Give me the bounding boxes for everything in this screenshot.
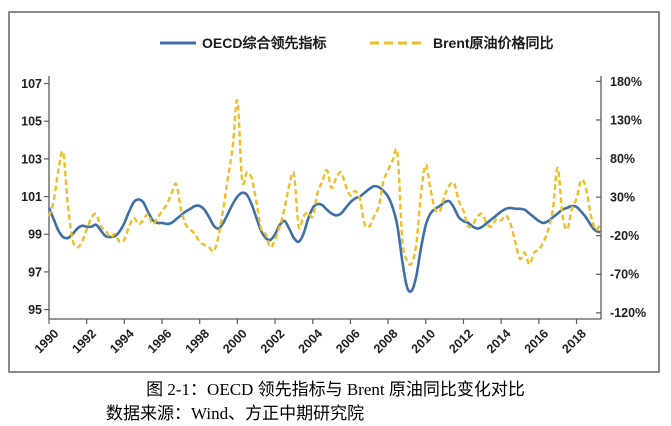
x-tick-label-group: 2004	[296, 326, 326, 356]
right-tick-label: 80%	[610, 152, 635, 166]
x-tick-label: 1992	[70, 326, 100, 356]
x-tick-label: 1994	[107, 326, 137, 356]
x-tick-label: 2004	[296, 326, 326, 356]
x-tick-label: 2000	[220, 326, 250, 356]
left-tick-label: 105	[21, 115, 42, 129]
x-tick-label: 2006	[333, 326, 363, 356]
x-tick-label-group: 2010	[409, 326, 439, 356]
x-tick-label: 2014	[484, 326, 514, 356]
series-line-oecd	[47, 184, 601, 293]
x-tick-label-group: 2000	[220, 326, 250, 356]
x-tick-label: 2018	[559, 326, 589, 356]
x-tick-label: 2016	[522, 326, 552, 356]
figure-caption: 图 2-1：OECD 领先指标与 Brent 原油同比变化对比	[146, 380, 525, 399]
x-tick-label-group: 2008	[371, 326, 401, 356]
legend-label-brent: Brent原油价格同比	[433, 35, 554, 51]
x-tick-label: 1998	[183, 326, 213, 356]
x-tick-label: 2012	[446, 326, 476, 356]
x-tick-label-group: 2002	[258, 326, 288, 356]
figure-source: 数据来源：Wind、方正中期研究院	[106, 404, 365, 423]
legend-label-oecd: OECD综合领先指标	[202, 35, 326, 51]
legend: OECD综合领先指标 Brent原油价格同比	[160, 35, 554, 51]
x-tick-label-group: 2016	[522, 326, 552, 356]
x-tick-label: 2010	[409, 326, 439, 356]
axes: 95 97 99 101 103 105 107 -120% -70% -20% 30% 80% 130…	[21, 75, 646, 356]
left-tick-label: 101	[21, 190, 42, 204]
line-chart: OECD综合领先指标 Brent原油价格同比 95 97 99 101 103 105 10…	[21, 35, 646, 356]
x-tick-label-group: 1994	[107, 326, 137, 356]
series-line-brent	[47, 99, 602, 267]
left-tick-label: 99	[28, 228, 42, 242]
x-tick-label-group: 2018	[559, 326, 589, 356]
x-tick-label-group: 1998	[183, 326, 213, 356]
right-tick-label: -120%	[610, 306, 646, 320]
x-tick-label-group: 1996	[145, 326, 175, 356]
series-lines	[47, 99, 602, 293]
right-tick-label: -20%	[610, 229, 639, 243]
left-tick-label: 95	[28, 303, 42, 317]
caption-block: 图 2-1：OECD 领先指标与 Brent 原油同比变化对比 数据来源：Win…	[0, 375, 671, 426]
right-tick-label: 30%	[610, 190, 635, 204]
chart-figure: OECD综合领先指标 Brent原油价格同比 95 97 99 101 103 105 10…	[8, 11, 660, 373]
x-tick-label: 2002	[258, 326, 288, 356]
x-tick-label-group: 2014	[484, 326, 514, 356]
right-tick-label: -70%	[610, 268, 639, 282]
left-tick-label: 97	[28, 265, 42, 279]
x-tick-label-group: 2006	[333, 326, 363, 356]
left-tick-label: 103	[21, 152, 42, 166]
left-tick-label: 107	[21, 77, 42, 91]
right-tick-label: 180%	[610, 75, 642, 89]
x-tick-label-group: 2012	[446, 326, 476, 356]
right-tick-label: 130%	[610, 113, 642, 127]
x-tick-label: 1990	[32, 326, 62, 356]
x-tick-label: 1996	[145, 326, 175, 356]
x-tick-label: 2008	[371, 326, 401, 356]
x-tick-label-group: 1990	[32, 326, 62, 356]
x-tick-label-group: 1992	[70, 326, 100, 356]
